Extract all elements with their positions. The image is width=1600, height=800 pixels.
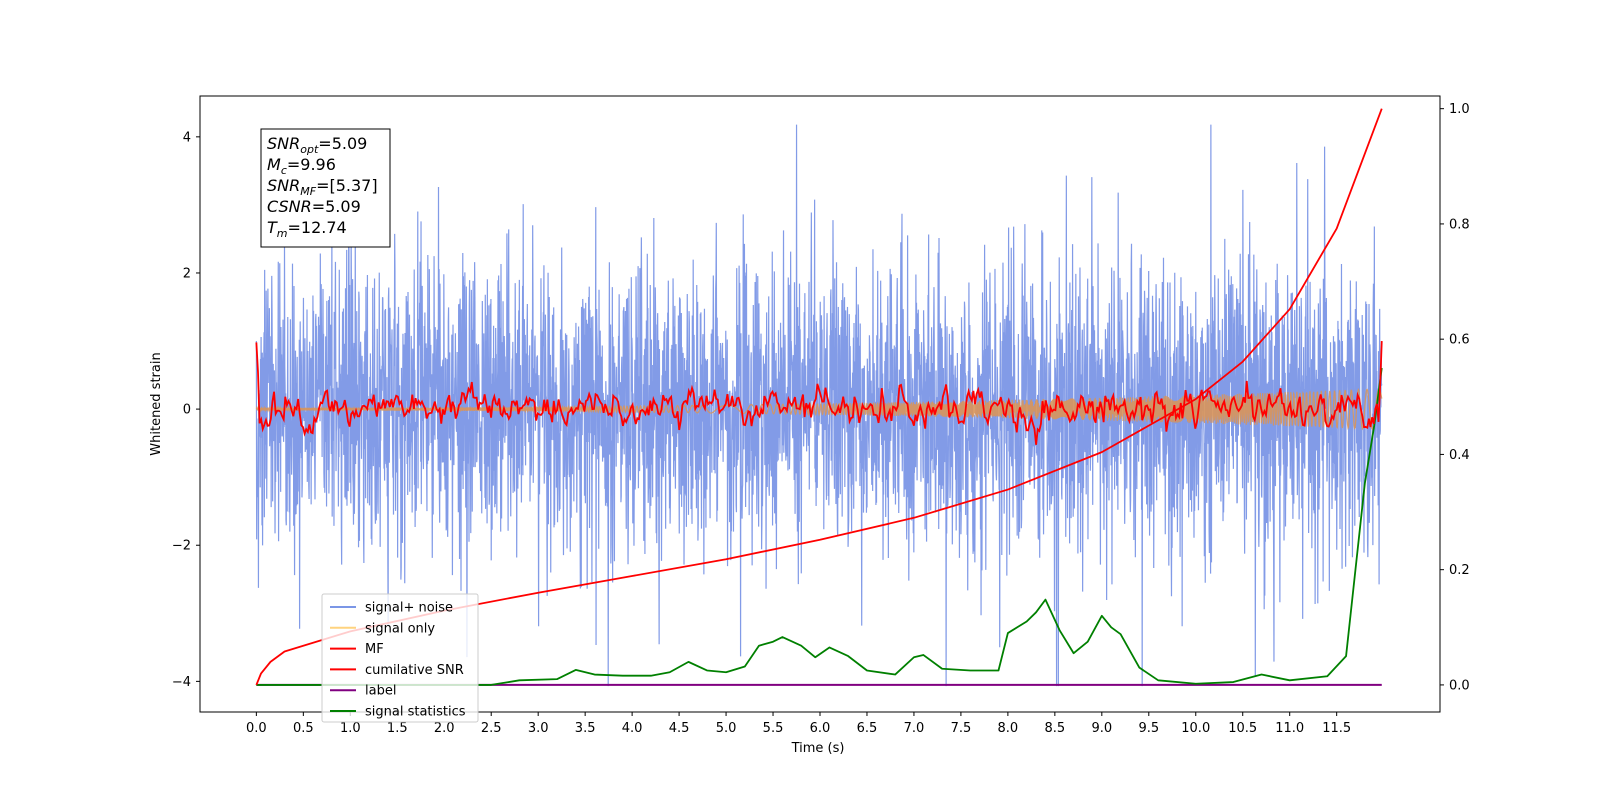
x-tick-label: 4.5 <box>669 721 690 736</box>
x-tick-label: 0.0 <box>246 721 267 736</box>
legend: signal+ noise signal only MF cumilative SNR… <box>321 593 479 723</box>
x-tick-label: 7.0 <box>904 721 925 736</box>
annotation-frame <box>260 128 391 248</box>
x-tick-label: 2.5 <box>481 721 502 736</box>
annotation-value: =5.09 <box>318 134 367 153</box>
annotation-line: Mc=9.96 <box>267 155 336 177</box>
annotation-line: SNRopt=5.09 <box>267 134 367 156</box>
annotation-symbol: SNR <box>267 134 300 153</box>
legend-label: signal only <box>365 621 435 636</box>
x-tick-label: 5.0 <box>716 721 737 736</box>
y2-tick-label: 1.0 <box>1449 102 1470 117</box>
series-signal-statistics-line <box>256 367 1383 686</box>
series-mf-line <box>255 341 1383 445</box>
x-tick-label: 8.0 <box>998 721 1019 736</box>
annotation-subscript: m <box>277 227 288 240</box>
annotation-subscript: opt <box>300 143 319 156</box>
legend-label: cumilative SNR <box>365 663 464 678</box>
y2-tick-label: 0.8 <box>1449 217 1470 232</box>
y2-tick-label: 0.4 <box>1449 448 1470 463</box>
y-tick-label: 0 <box>183 403 191 418</box>
legend-label: signal+ noise <box>365 601 453 616</box>
x-tick-label: 8.5 <box>1045 721 1066 736</box>
annotation-value: =12.74 <box>288 218 347 237</box>
x-tick-label: 10.0 <box>1181 721 1210 736</box>
annotation-subscript: MF <box>300 185 316 198</box>
legend-label: signal statistics <box>365 705 466 720</box>
annotation-value: =[5.37] <box>316 176 378 195</box>
x-tick-label: 1.5 <box>387 721 408 736</box>
y-tick-label: 4 <box>183 130 191 145</box>
x-tick-label: 3.5 <box>575 721 596 736</box>
y-tick-label: −2 <box>172 539 191 554</box>
annotation-value: =5.09 <box>312 197 361 216</box>
annotation-subscript: c <box>281 164 287 177</box>
x-axis-label: Time (s) <box>791 741 845 756</box>
x-tick-label: 0.5 <box>293 721 314 736</box>
y2-tick-label: 0.0 <box>1449 678 1470 693</box>
x-tick-label: 4.0 <box>622 721 643 736</box>
x-tick-label: 7.5 <box>951 721 972 736</box>
annotation-symbol: T <box>267 218 278 237</box>
annotation-symbol: SNR <box>267 176 300 195</box>
y2-tick-label: 0.6 <box>1449 333 1470 348</box>
x-tick-label: 3.0 <box>528 721 549 736</box>
annotation-value: =9.96 <box>287 155 336 174</box>
x-tick-label: 5.5 <box>763 721 784 736</box>
y-axis-label: Whitened strain <box>149 352 164 455</box>
x-tick-label: 6.0 <box>810 721 831 736</box>
annotation-symbol: M <box>267 155 281 174</box>
legend-label: label <box>365 684 396 699</box>
axes-layer: 0.0 0.5 1.0 1.5 2.0 2.5 3.0 3.5 4.0 4.5 5.0 5.5 6.0 6… <box>172 102 1470 736</box>
y2-tick-label: 0.2 <box>1449 563 1470 578</box>
x-tick-label: 1.0 <box>340 721 361 736</box>
y-tick-label: 2 <box>183 266 191 281</box>
x-tick-label: 10.5 <box>1228 721 1257 736</box>
x-tick-label: 11.5 <box>1322 721 1351 736</box>
annotation-symbol: CSNR <box>267 197 312 216</box>
x-tick-label: 9.0 <box>1091 721 1112 736</box>
x-tick-label: 11.0 <box>1275 721 1304 736</box>
x-tick-label: 2.0 <box>434 721 455 736</box>
legend-label: MF <box>365 642 384 657</box>
x-tick-label: 6.5 <box>857 721 878 736</box>
annotation-line: Tm=12.74 <box>267 218 347 240</box>
legend-frame <box>321 593 479 723</box>
annotation-line: SNRMF=[5.37] <box>267 176 378 198</box>
annotation-line: CSNR=5.09 <box>267 197 361 216</box>
annotation-box: SNRopt=5.09Mc=9.96SNRMF=[5.37]CSNR=5.09T… <box>260 128 391 248</box>
x-tick-label: 9.5 <box>1138 721 1159 736</box>
y-tick-label: −4 <box>172 675 191 690</box>
series-cumulative-snr-line <box>255 108 1383 686</box>
